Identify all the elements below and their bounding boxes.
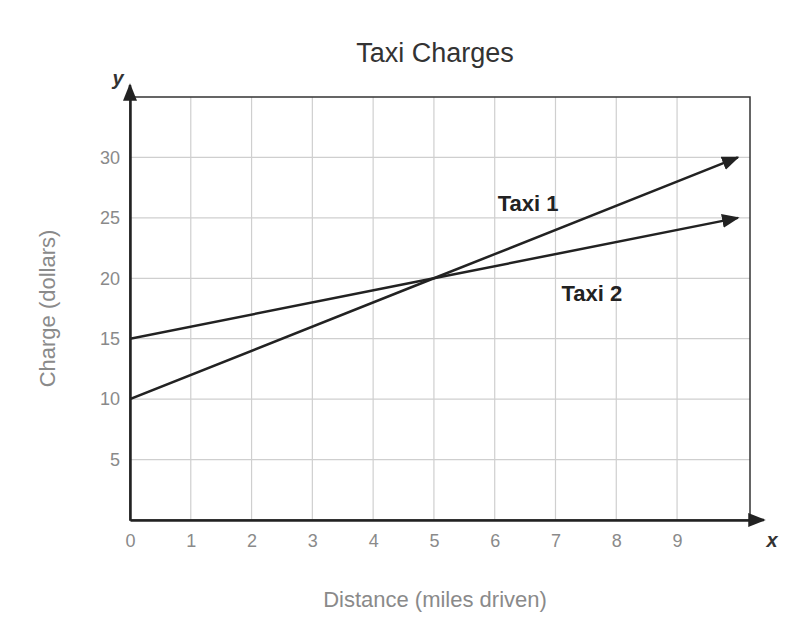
series-line [130, 218, 738, 339]
grid-line [373, 97, 374, 520]
tick: 10 [100, 389, 130, 409]
grid-line [433, 97, 434, 520]
grid-line [190, 97, 191, 520]
grid-line [130, 157, 750, 158]
tick: 0 [125, 520, 135, 551]
grid-line [616, 97, 617, 520]
tick-label: 0 [125, 531, 135, 551]
tick: 25 [100, 208, 130, 228]
grid-line [555, 97, 556, 520]
tick: 30 [100, 148, 130, 168]
tick-label: 10 [100, 389, 120, 409]
axis-symbol: y [111, 67, 124, 89]
grid-line [130, 217, 750, 218]
tick: 1 [186, 520, 196, 551]
y-axis: 5 10 15 20 25 30 [100, 98, 131, 521]
tick-label: 6 [490, 531, 500, 551]
tick: 5 [110, 450, 130, 470]
tick-label: 5 [429, 531, 439, 551]
tick: 6 [490, 520, 500, 551]
grid-line [130, 459, 750, 460]
tick: 9 [673, 520, 683, 551]
axis-arrow [129, 85, 132, 97]
series-line [130, 157, 738, 399]
y-axis-title: Charge (dollars) [35, 230, 60, 388]
tick: 7 [551, 520, 561, 551]
title: Taxi Charges [356, 38, 514, 68]
grid-line [312, 97, 313, 520]
grid-line [130, 399, 750, 400]
tick-label: 25 [100, 208, 120, 228]
x-axis-title: Distance (miles driven) [323, 587, 547, 612]
axis-symbol: x [765, 529, 778, 551]
x-axis: 0 1 2 3 4 5 6 7 8 9 [125, 520, 750, 551]
tick-label: 4 [369, 531, 379, 551]
grid-line [129, 97, 130, 520]
tick: 8 [612, 520, 622, 551]
tick-label: 9 [673, 531, 683, 551]
tick: 5 [429, 520, 439, 551]
tick-label: 30 [100, 148, 120, 168]
series-label: Taxi 1 [498, 191, 559, 216]
tick-label: 2 [247, 531, 257, 551]
grid [130, 97, 750, 520]
series-label: Taxi 2 [562, 281, 623, 306]
tick-label: 1 [186, 531, 196, 551]
chart: Taxi Charges 0 1 2 3 4 5 6 7 8 9 5 10 15 20 25 30 y x Dista… [0, 0, 792, 617]
tick-label: 7 [551, 531, 561, 551]
tick-label: 15 [100, 329, 120, 349]
plot-area [130, 157, 738, 399]
grid-line [251, 97, 252, 520]
tick-label: 8 [612, 531, 622, 551]
tick: 3 [308, 520, 318, 551]
tick-label: 3 [308, 531, 318, 551]
grid-line [130, 338, 750, 339]
axis-line [129, 98, 132, 521]
axis-arrow [750, 519, 764, 522]
tick-label: 20 [100, 269, 120, 289]
tick: 15 [100, 329, 130, 349]
tick: 2 [247, 520, 257, 551]
plot-frame [130, 97, 750, 520]
axis-line [131, 519, 751, 522]
tick-label: 5 [110, 450, 120, 470]
tick: 4 [369, 520, 379, 551]
grid-line [494, 97, 495, 520]
grid-line [676, 97, 677, 520]
tick: 20 [100, 269, 130, 289]
